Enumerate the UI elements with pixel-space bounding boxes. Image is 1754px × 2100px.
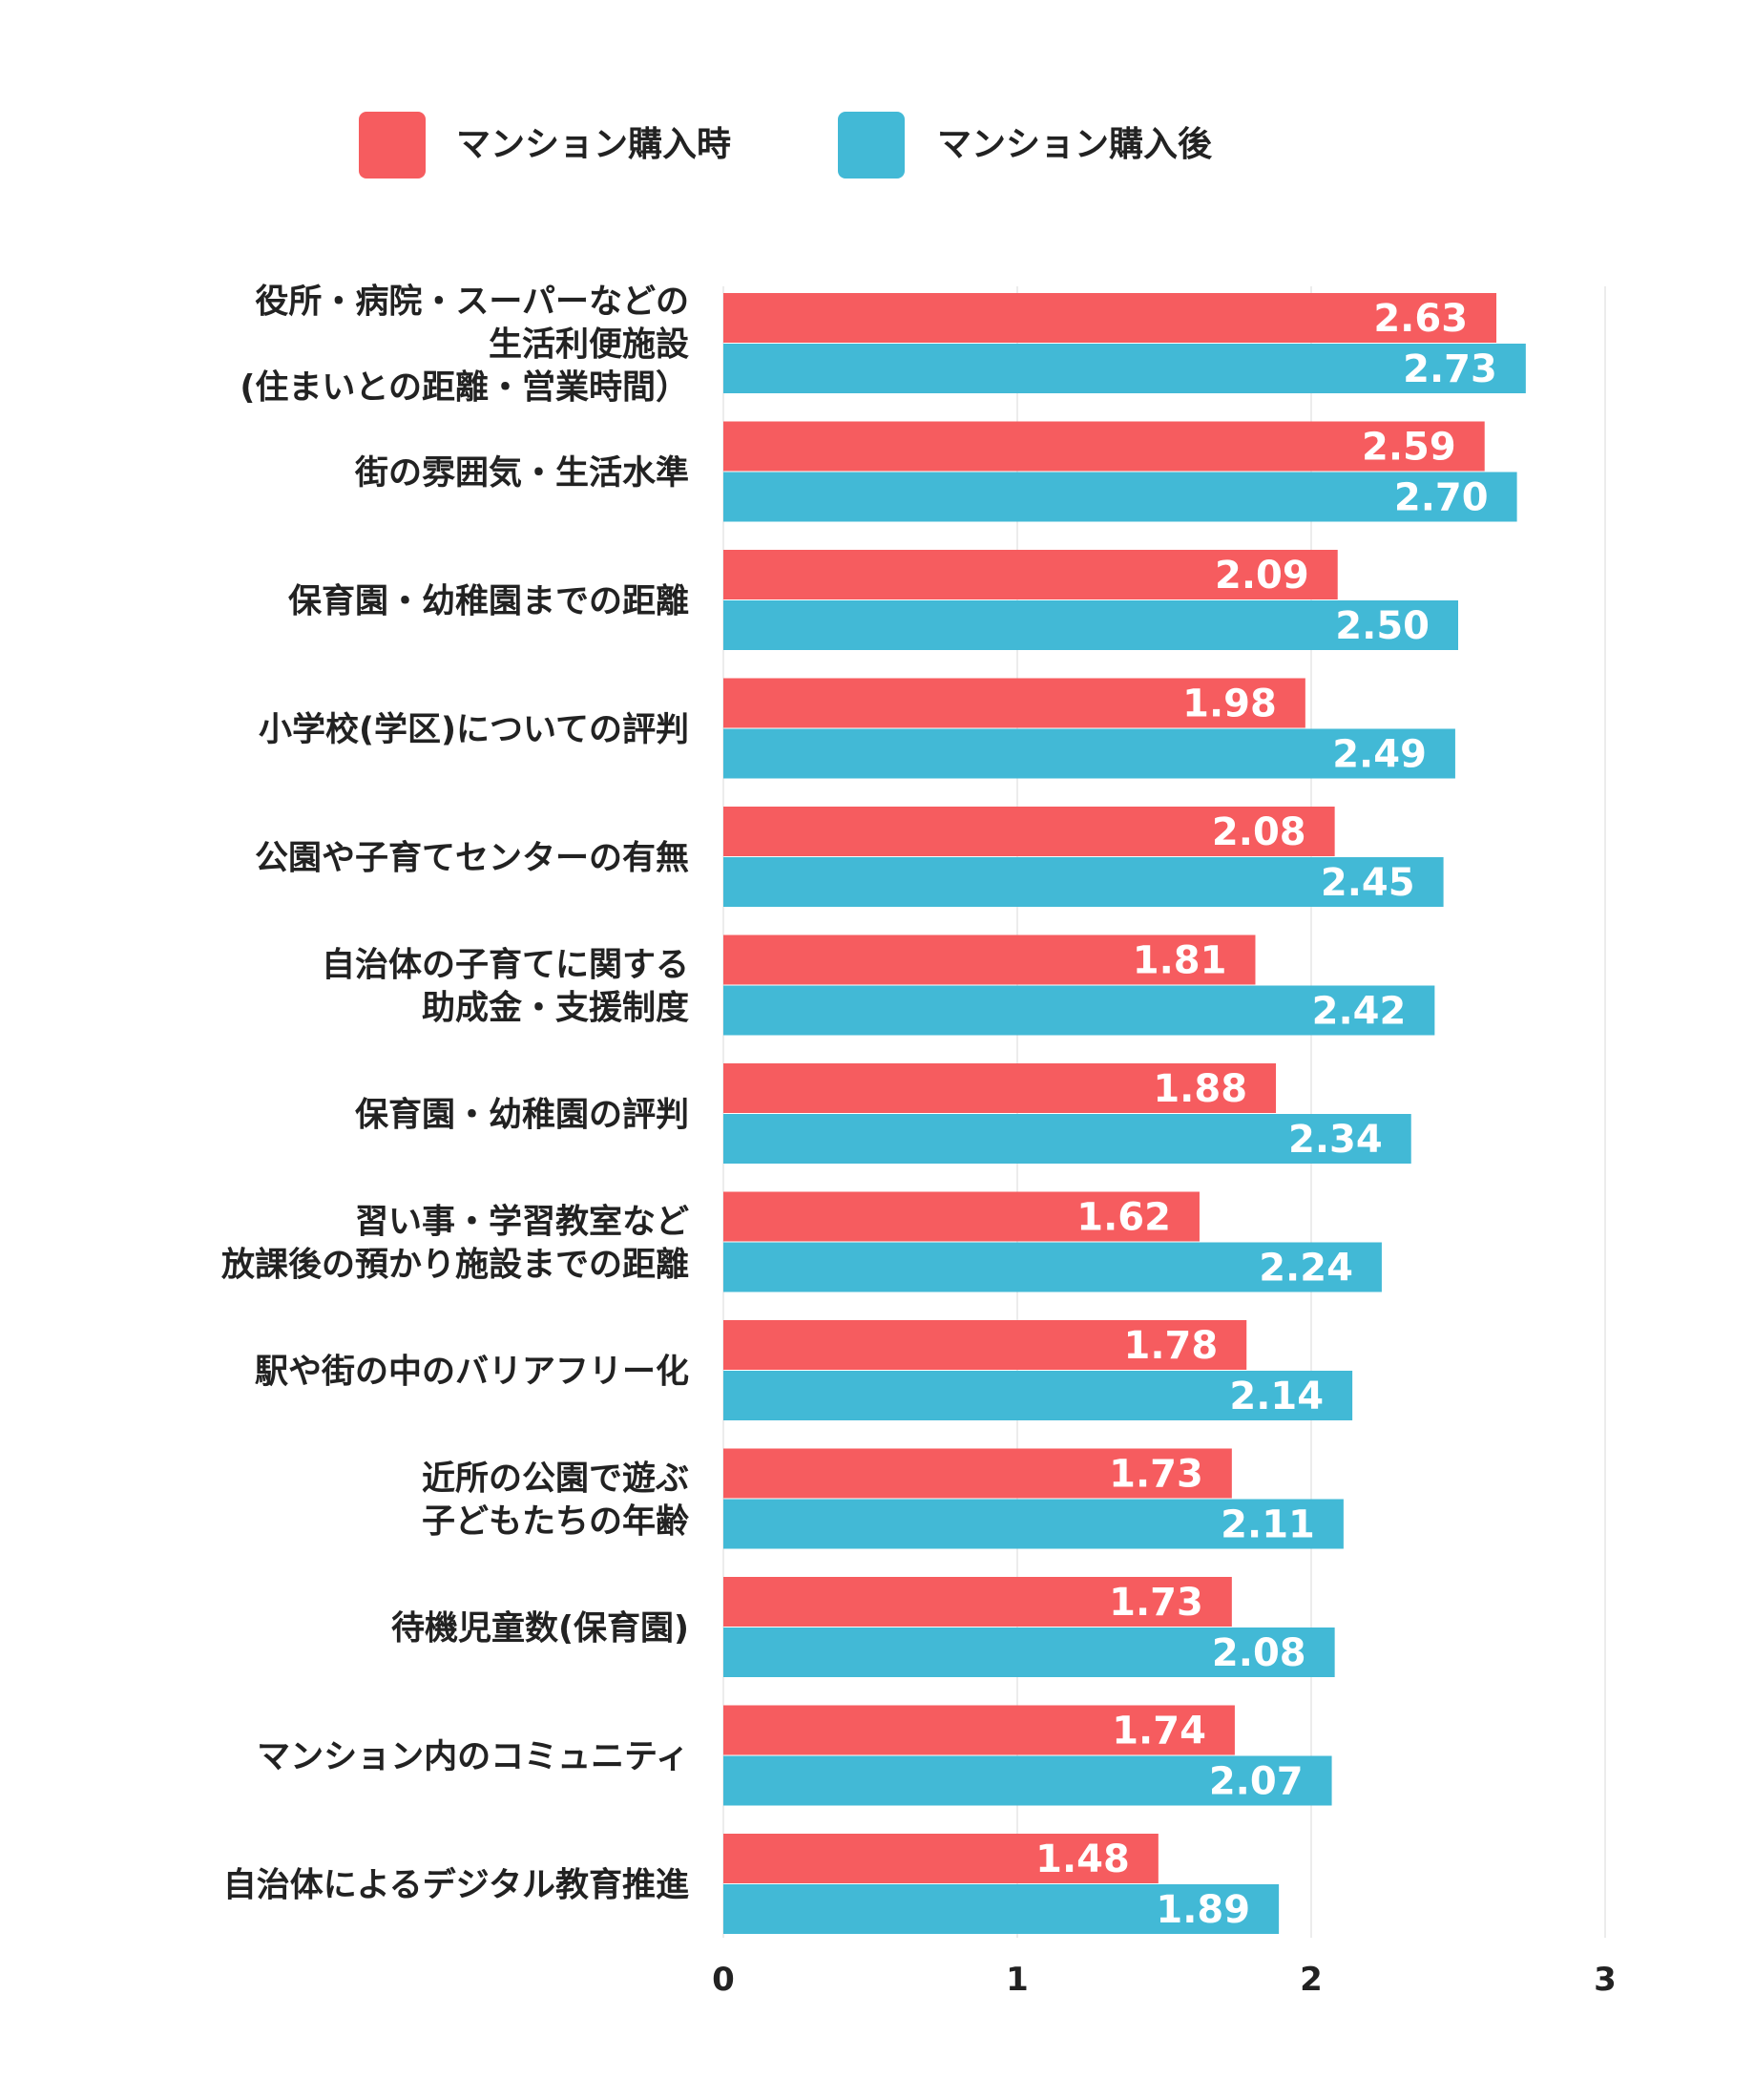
data-label: 1.98 (1182, 682, 1277, 726)
bar-before (723, 293, 1497, 343)
data-label: 1.73 (1109, 1453, 1203, 1497)
category-label: 近所の公園で遊ぶ (422, 1460, 689, 1499)
data-label: 2.45 (1321, 861, 1415, 905)
data-label: 1.81 (1133, 939, 1227, 983)
category-label: 放課後の預かり施設までの距離 (221, 1247, 689, 1285)
category-label: マンション内のコミュニティ (257, 1738, 689, 1776)
data-label: 2.50 (1335, 604, 1430, 648)
data-label: 2.07 (1209, 1760, 1304, 1804)
bar-before (723, 1705, 1235, 1755)
category-label: 役所・病院・スーパーなどの (255, 284, 689, 322)
bar-before (723, 550, 1338, 599)
bar-after (723, 1114, 1411, 1164)
category-label: 習い事・学習教室など (355, 1203, 689, 1242)
bar-after (723, 857, 1444, 907)
bar-before (723, 1063, 1277, 1113)
x-tick-label: 0 (712, 1961, 735, 1999)
category-label: 駅や街の中のバリアフリー化 (255, 1354, 689, 1392)
data-label: 1.89 (1156, 1888, 1250, 1932)
category-label: 公園や子育てセンターの有無 (255, 840, 689, 878)
bar-before (723, 1834, 1159, 1883)
data-label: 2.59 (1362, 426, 1456, 470)
legend-swatch-before (359, 112, 426, 178)
category-label: 待機児童数(保育園) (391, 1610, 689, 1648)
data-label: 2.11 (1221, 1503, 1315, 1547)
data-label: 2.70 (1394, 476, 1489, 520)
bar-before (723, 1320, 1247, 1370)
legend-label-after: マンション購入後 (937, 125, 1213, 164)
bar-after (723, 600, 1458, 650)
category-label: 自治体によるデジタル教育推進 (223, 1866, 689, 1905)
bar-before (723, 678, 1305, 728)
data-label: 2.08 (1212, 810, 1306, 854)
bar-before (723, 1191, 1200, 1242)
legend-swatch-after (838, 112, 905, 178)
bar-after (723, 985, 1435, 1036)
category-label: (住まいとの距離・営業時間） (240, 369, 689, 408)
x-tick-label: 2 (1300, 1961, 1323, 1999)
data-label: 1.74 (1112, 1710, 1206, 1754)
data-label: 2.14 (1229, 1375, 1324, 1418)
bar-after (723, 728, 1455, 779)
category-label: 街の雰囲気・生活水準 (354, 454, 689, 493)
category-label: 自治体の子育てに関する (322, 947, 689, 985)
data-label: 2.49 (1332, 733, 1427, 777)
bar-before (723, 1577, 1232, 1627)
data-label: 2.73 (1403, 347, 1497, 391)
data-label: 2.63 (1373, 297, 1468, 341)
category-label: 小学校(学区)についての評判 (259, 710, 689, 749)
bar-after (723, 1499, 1344, 1549)
bar-before (723, 934, 1256, 985)
bar-after (723, 472, 1517, 522)
bar-before (723, 421, 1485, 472)
data-label: 1.73 (1109, 1581, 1203, 1625)
bar-after (723, 1242, 1382, 1292)
x-tick-label: 1 (1006, 1961, 1029, 1999)
data-label: 2.24 (1259, 1247, 1353, 1291)
data-label: 1.62 (1076, 1196, 1171, 1240)
bar-after (723, 344, 1526, 393)
legend-label-before: マンション購入時 (456, 125, 732, 164)
data-label: 1.78 (1124, 1324, 1219, 1368)
bar-before (723, 807, 1335, 856)
bar-after (723, 1884, 1280, 1934)
data-label: 2.08 (1212, 1631, 1306, 1675)
data-label: 2.42 (1312, 990, 1407, 1034)
category-label: 子どもたちの年齢 (422, 1503, 689, 1542)
category-label: 助成金・支援制度 (422, 989, 689, 1028)
bar-after (723, 1371, 1353, 1420)
bar-after (723, 1755, 1332, 1806)
bar-after (723, 1628, 1335, 1677)
bar-before (723, 1448, 1232, 1499)
data-label: 2.09 (1215, 554, 1309, 598)
data-label: 2.34 (1288, 1118, 1383, 1162)
category-label: 保育園・幼稚園までの距離 (288, 583, 689, 621)
x-tick-label: 3 (1594, 1961, 1617, 1999)
category-label: 生活利便施設 (489, 326, 689, 365)
category-label: 保育園・幼稚園の評判 (355, 1097, 689, 1135)
data-label: 1.48 (1035, 1838, 1130, 1881)
data-label: 1.88 (1153, 1067, 1247, 1111)
